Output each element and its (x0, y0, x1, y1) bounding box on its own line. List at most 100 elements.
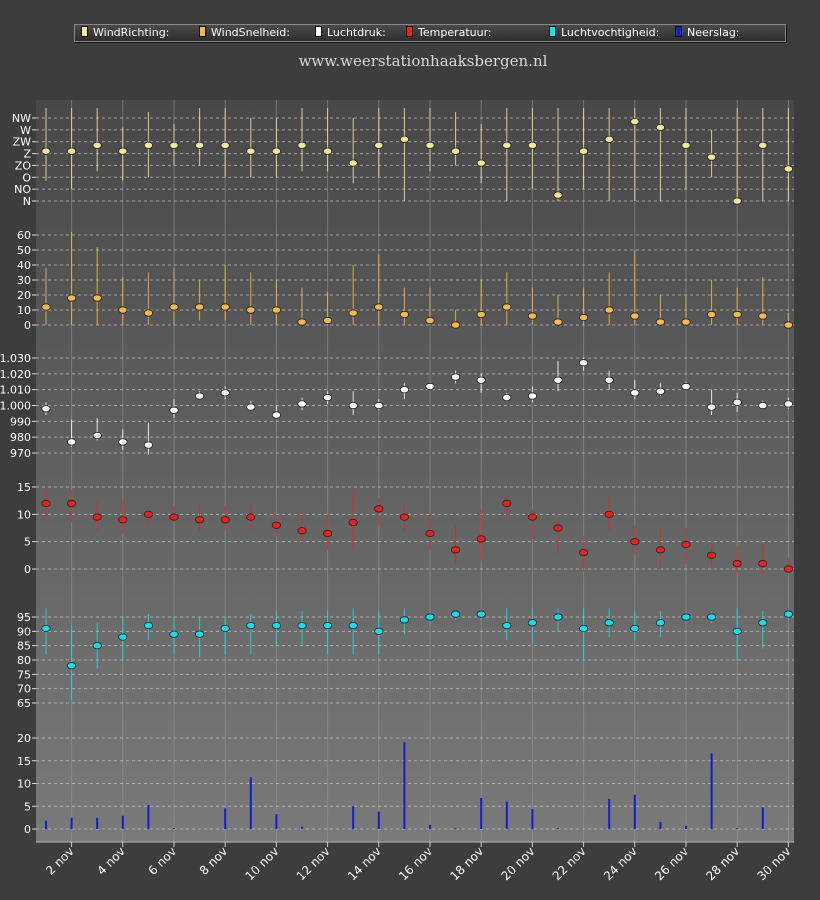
x-tick-label: 6 nov (146, 844, 180, 878)
legend-label: Neerslag: (687, 26, 740, 39)
data-point (118, 516, 128, 524)
legend-swatch (199, 26, 206, 37)
data-point (630, 117, 640, 126)
data-point (399, 310, 409, 319)
data-point (118, 438, 128, 446)
data-point (297, 318, 307, 326)
data-point (118, 147, 128, 155)
data-point (220, 516, 230, 524)
precip-bar (377, 811, 380, 829)
x-tick-label: 20 nov (499, 844, 538, 883)
y-tick-label: N (23, 195, 31, 208)
data-point (41, 303, 51, 311)
legend-label: Luchtdruk: (327, 26, 386, 39)
data-point (655, 387, 666, 395)
y-tick-label: 15 (17, 755, 31, 768)
data-point (195, 141, 205, 149)
grid-layer (36, 100, 794, 842)
precip-bar (480, 797, 483, 829)
legend-item: Neerslag: (675, 26, 740, 39)
y-tick-layer: NNOOZOZZWWNW01020304050609709809901.0001… (0, 112, 36, 836)
data-point (553, 613, 563, 621)
precip-bar (301, 826, 303, 829)
precip-bar (633, 794, 636, 829)
y-tick-label: ZO (15, 159, 32, 172)
y-tick-label: 85 (17, 640, 31, 653)
data-point (732, 559, 742, 568)
y-tick-label: 20 (17, 732, 31, 745)
precip-bar (147, 805, 150, 829)
x-tick-label: 8 nov (197, 844, 231, 878)
data-point (450, 610, 461, 618)
y-tick-label: 0 (24, 563, 31, 576)
data-point (425, 316, 435, 325)
data-point (578, 359, 589, 367)
precip-bar (659, 821, 662, 829)
data-point (297, 141, 307, 149)
legend-swatch (675, 26, 682, 37)
y-tick-label: 980 (10, 431, 31, 444)
y-tick-label: 65 (17, 697, 31, 710)
x-tick-label: 18 nov (447, 844, 486, 883)
data-point (220, 389, 230, 397)
precip-bar (70, 817, 73, 829)
precip-bar (505, 801, 508, 829)
precip-bar (736, 828, 739, 829)
precip-bar (454, 828, 457, 829)
data-point (502, 621, 512, 630)
precip-bar (557, 828, 559, 829)
x-tick-label: 12 nov (294, 844, 333, 883)
y-tick-label: 970 (10, 447, 31, 460)
legend-swatch (315, 26, 322, 37)
x-tick-label: 28 nov (703, 844, 742, 883)
data-point (502, 499, 512, 507)
plot-area (36, 100, 794, 842)
y-tick-label: 1.020 (0, 368, 31, 381)
data-point (425, 613, 435, 621)
legend-item: WindRichting: (81, 26, 169, 39)
data-point (92, 513, 102, 521)
y-tick-label: 15 (17, 481, 31, 494)
data-point (169, 303, 179, 311)
data-point (143, 141, 153, 149)
y-tick-label: 80 (17, 654, 31, 667)
data-point (783, 321, 794, 329)
data-point (118, 306, 128, 314)
y-tick-label: 0 (24, 823, 31, 836)
precip-bar (531, 809, 534, 829)
data-point (578, 147, 589, 155)
data-point (604, 376, 614, 384)
data-point (297, 527, 307, 535)
site-title: www.weerstationhaaksbergen.nl (298, 52, 548, 70)
data-point (348, 309, 358, 317)
data-point (553, 524, 563, 532)
data-point (195, 392, 205, 400)
y-tick-label: 1.030 (0, 352, 31, 365)
precip-bar (429, 824, 431, 829)
data-point (553, 191, 563, 199)
data-point (502, 141, 512, 149)
data-point (476, 376, 486, 384)
precip-bar (685, 825, 687, 829)
data-point (732, 310, 742, 319)
y-tick-label: 5 (24, 800, 31, 813)
data-point (246, 513, 256, 521)
data-point (681, 382, 691, 391)
data-point (681, 318, 691, 326)
precip-bar (45, 820, 47, 829)
data-point (67, 662, 77, 670)
y-tick-label: 90 (17, 625, 31, 638)
data-point (143, 621, 153, 630)
x-tick-label: 4 nov (94, 844, 128, 878)
precip-bar (173, 828, 175, 829)
data-point (399, 386, 409, 394)
data-point (706, 310, 717, 319)
data-point (604, 619, 614, 627)
legend-item: WindSnelheid: (199, 26, 290, 39)
y-tick-label: 75 (17, 668, 31, 681)
data-layer (41, 108, 794, 829)
data-point (450, 147, 461, 155)
data-point (783, 565, 794, 573)
x-tick-label: 14 nov (345, 844, 384, 883)
